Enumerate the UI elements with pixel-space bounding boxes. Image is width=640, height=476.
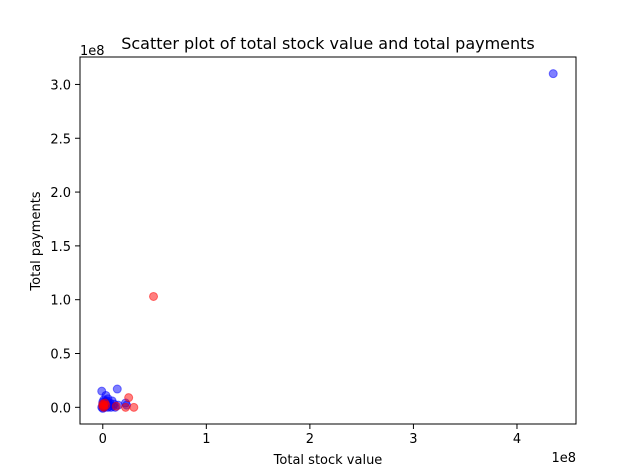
data-points — [97, 69, 558, 413]
scatter-point-red — [129, 402, 139, 412]
x-tick-label: 4 — [513, 432, 521, 447]
y-tick-label: 1.0 — [50, 294, 71, 309]
scatter-point-blue — [548, 69, 558, 79]
y-offset-label: 1e8 — [80, 44, 105, 59]
y-tick-label: 2.0 — [50, 186, 71, 201]
x-tick-label: 3 — [409, 432, 417, 447]
scatter-point-red — [149, 291, 159, 301]
x-offset-label: 1e8 — [551, 451, 576, 466]
scatter-point-red — [121, 402, 131, 412]
scatter-point-red — [101, 400, 111, 410]
y-tick-label: 1.5 — [50, 240, 71, 255]
y-tick-label: 0.5 — [50, 348, 71, 363]
x-tick-label: 1 — [202, 432, 210, 447]
y-axis-label: Total payments — [29, 191, 44, 291]
chart-title: Scatter plot of total stock value and to… — [121, 34, 535, 53]
scatter-point-blue — [112, 384, 122, 394]
y-tick-label: 2.5 — [50, 132, 71, 147]
y-tick-label: 3.0 — [50, 78, 71, 93]
x-axis-label: Total stock value — [273, 453, 383, 468]
scatter-point-red — [111, 401, 121, 411]
scatter-point-red — [124, 393, 134, 403]
y-tick-label: 0.0 — [50, 401, 71, 416]
x-tick-label: 0 — [99, 432, 107, 447]
x-tick-label: 2 — [306, 432, 314, 447]
axis-ticks: 0 1 2 3 4 0.0 0.5 1.0 1.5 2.0 2.5 3.0 — [50, 78, 521, 447]
plot-frame — [79, 56, 577, 425]
